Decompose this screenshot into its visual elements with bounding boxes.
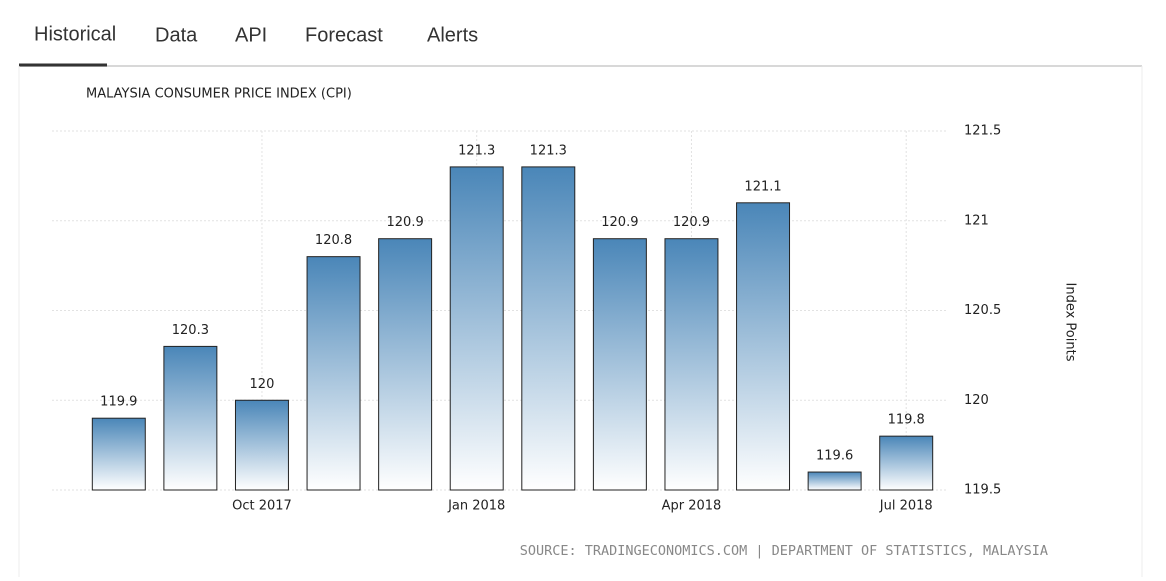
bar: [592, 238, 647, 491]
tab[interactable]: Forecast: [305, 24, 383, 46]
bar: [521, 166, 576, 491]
value-label: 119.8: [888, 413, 925, 428]
value-label: 120.9: [673, 215, 710, 230]
value-label: 119.9: [100, 395, 137, 410]
y-tick-label: 120.5: [964, 303, 1001, 318]
bar: [807, 471, 862, 491]
value-label: 120.9: [601, 215, 638, 230]
bar: [879, 435, 934, 491]
bar: [163, 345, 218, 491]
value-label: 120.8: [315, 233, 352, 248]
tab[interactable]: API: [235, 24, 267, 46]
x-tick-label: Apr 2018: [662, 499, 722, 514]
x-tick-label: Jan 2018: [447, 499, 505, 514]
bar: [664, 238, 719, 491]
value-label: 121.3: [458, 143, 495, 158]
value-label: 119.6: [816, 449, 853, 464]
x-tick-label: Jul 2018: [879, 499, 933, 514]
tab[interactable]: Historical: [34, 23, 116, 45]
y-tick-label: 121.5: [964, 124, 1001, 139]
value-label: 120.3: [172, 323, 209, 338]
tab[interactable]: Data: [155, 24, 198, 46]
bar: [378, 238, 433, 491]
value-label: 120.9: [387, 215, 424, 230]
value-label: 121.3: [530, 143, 567, 158]
bar: [234, 399, 289, 491]
y-axis-title: Index Points: [1063, 283, 1078, 362]
x-tick-label: Oct 2017: [232, 499, 292, 514]
bar: [736, 202, 791, 491]
value-label: 121.1: [744, 179, 781, 194]
y-tick-label: 121: [964, 213, 989, 228]
bar: [306, 256, 361, 491]
source: SOURCE: TRADINGECONOMICS.COM | DEPARTMEN…: [520, 543, 1048, 559]
y-tick-label: 120: [964, 393, 989, 408]
bar: [449, 166, 504, 491]
value-label: 120: [250, 377, 275, 392]
chart-title: MALAYSIA CONSUMER PRICE INDEX (CPI): [86, 87, 352, 102]
tab[interactable]: Alerts: [427, 24, 478, 46]
bar: [91, 417, 146, 491]
y-tick-label: 119.5: [964, 483, 1001, 498]
